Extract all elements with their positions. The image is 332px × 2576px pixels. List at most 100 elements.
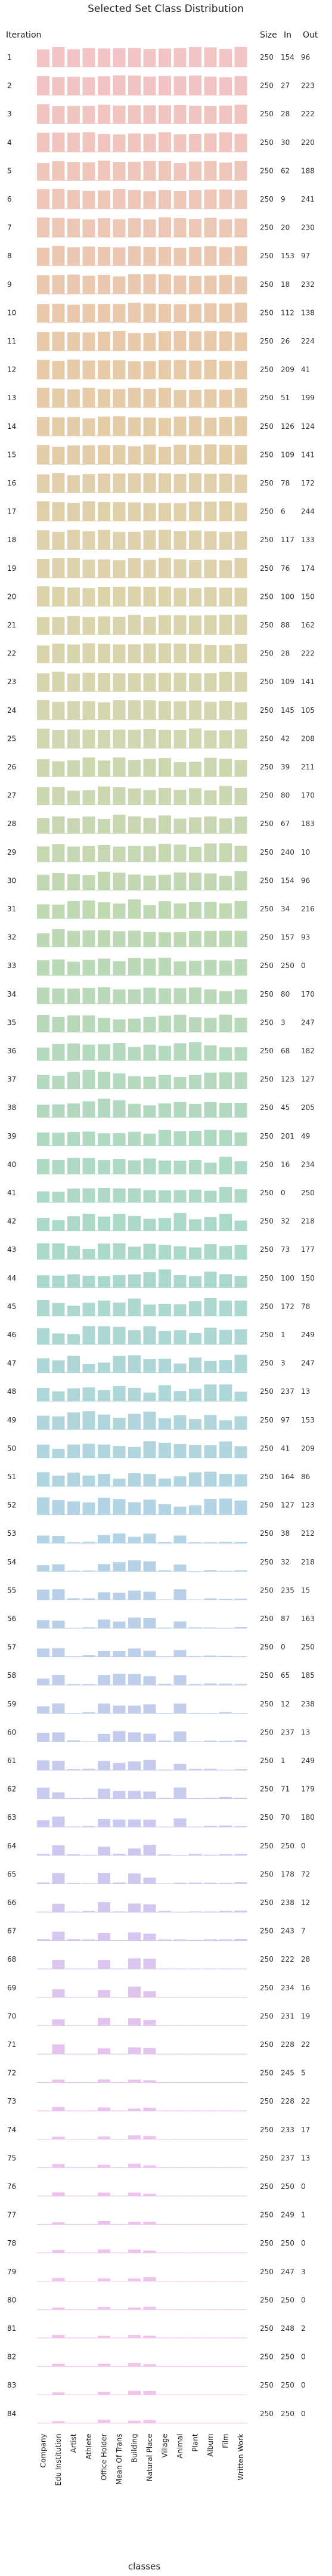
- class-bar: [143, 932, 156, 947]
- class-bar: [219, 1384, 232, 1402]
- class-bar: [143, 1591, 156, 1600]
- class-bar: [234, 845, 247, 862]
- row-in-value: 80: [281, 791, 290, 800]
- class-bar: [159, 815, 171, 834]
- row-size-value: 250: [260, 961, 274, 970]
- class-bar: [37, 501, 49, 521]
- class-bar: [52, 106, 65, 124]
- class-bar: [52, 2250, 65, 2253]
- iteration-label: 5: [7, 166, 12, 175]
- class-bar: [113, 330, 126, 351]
- class-bar: [143, 1359, 156, 1373]
- row-size-value: 250: [260, 876, 274, 885]
- class-bar: [204, 843, 217, 862]
- class-bar: [98, 644, 110, 663]
- class-bar: [98, 819, 110, 834]
- class-bar: [113, 1705, 126, 1714]
- class-bar: [159, 105, 171, 124]
- class-bar: [234, 1072, 247, 1089]
- class-bar: [234, 1244, 247, 1260]
- row-in-value: 201: [281, 1132, 294, 1140]
- class-bar: [204, 1244, 217, 1260]
- class-bar: [98, 1788, 110, 1799]
- class-bar: [204, 1045, 217, 1060]
- row-in-value: 80: [281, 990, 290, 998]
- class-bar: [52, 672, 65, 692]
- class-bar: [52, 586, 65, 607]
- class-bar: [234, 388, 247, 408]
- iteration-label: 20: [7, 592, 16, 601]
- iteration-row: 19 250 76 174: [7, 558, 315, 579]
- row-in-value: 178: [281, 1870, 294, 1878]
- row-out-value: 209: [301, 1444, 315, 1452]
- class-bar: [128, 1536, 141, 1544]
- class-bar: [98, 1847, 110, 1856]
- row-size-value: 250: [260, 791, 274, 800]
- class-bar: [113, 1562, 126, 1572]
- class-bar: [219, 645, 232, 663]
- class-bar: [82, 304, 95, 323]
- class-bar: [98, 871, 110, 890]
- class-bar: [234, 1542, 247, 1544]
- class-bar: [82, 1883, 95, 1884]
- class-bar: [128, 446, 141, 465]
- class-bar: [204, 989, 217, 1004]
- class-bar: [234, 1769, 247, 1770]
- iteration-label: 71: [7, 2040, 16, 2049]
- class-bar: [128, 644, 141, 663]
- iteration-label: 54: [7, 1558, 16, 1566]
- class-bar: [219, 1474, 232, 1486]
- class-bar: [67, 417, 80, 436]
- row-in-value: 62: [281, 166, 290, 175]
- class-bar: [37, 530, 49, 550]
- iteration-row: 70 250 231 19: [7, 2012, 310, 2026]
- row-out-value: 244: [301, 508, 315, 516]
- class-bar: [52, 1931, 65, 1941]
- class-bar: [113, 1819, 126, 1827]
- row-in-value: 250: [281, 961, 294, 970]
- class-bar: [143, 1441, 156, 1458]
- row-size-value: 250: [260, 224, 274, 232]
- class-bar: [234, 1329, 247, 1344]
- class-bar: [37, 163, 49, 181]
- class-bar: [128, 2362, 141, 2367]
- class-bar: [143, 958, 156, 976]
- class-bar: [143, 2391, 156, 2395]
- class-bar: [82, 106, 95, 124]
- class-bar: [113, 75, 126, 95]
- iteration-label: 33: [7, 961, 16, 970]
- class-bar: [37, 1497, 49, 1515]
- class-bar: [189, 762, 201, 777]
- class-bar: [219, 132, 232, 152]
- class-bar: [37, 1415, 49, 1430]
- class-bar: [173, 1535, 187, 1544]
- class-bar: [113, 48, 126, 67]
- class-bar: [173, 1275, 187, 1288]
- class-bar: [173, 1015, 187, 1032]
- row-size-value: 250: [260, 1302, 274, 1310]
- class-bar: [204, 303, 217, 323]
- row-out-value: 174: [301, 564, 315, 573]
- class-bar: [173, 1391, 187, 1402]
- class-bar: [143, 846, 156, 862]
- class-bar: [98, 1564, 110, 1572]
- class-bar: [189, 1130, 201, 1146]
- iteration-label: 10: [7, 308, 16, 317]
- class-bar: [52, 1391, 65, 1402]
- class-bar: [219, 1683, 232, 1686]
- class-bar: [143, 1650, 156, 1657]
- iteration-row: 12 250 209 41: [7, 359, 310, 380]
- class-bar: [234, 218, 247, 237]
- class-bar: [143, 673, 156, 692]
- row-size-value: 250: [260, 1785, 274, 1793]
- row-out-value: 13: [301, 1728, 310, 1736]
- class-bar: [189, 1768, 201, 1770]
- class-bar: [113, 989, 126, 1004]
- class-bar: [219, 1103, 232, 1118]
- row-size-value: 250: [260, 820, 274, 828]
- class-bar: [67, 1334, 80, 1344]
- row-size-value: 250: [260, 82, 274, 90]
- row-out-value: 72: [301, 1870, 310, 1878]
- class-bar: [159, 643, 171, 663]
- class-bar: [219, 331, 232, 351]
